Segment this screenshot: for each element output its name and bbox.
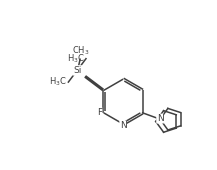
Text: H$_3$C: H$_3$C <box>49 75 67 88</box>
Text: CH$_3$: CH$_3$ <box>72 44 90 57</box>
Text: N: N <box>120 121 127 130</box>
Text: F: F <box>97 108 102 117</box>
Text: N: N <box>157 114 163 123</box>
Text: H$_3$C: H$_3$C <box>67 53 84 65</box>
Text: Si: Si <box>73 66 81 75</box>
